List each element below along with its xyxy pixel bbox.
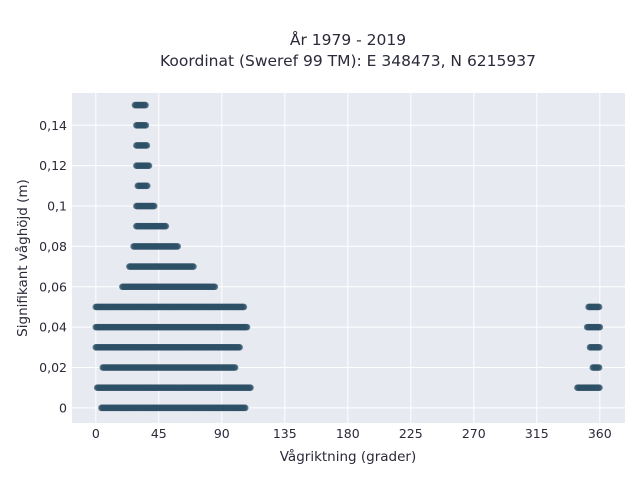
x-tick-label: 270 <box>462 426 486 441</box>
y-tick-label: 0,14 <box>39 118 67 133</box>
x-tick-label: 45 <box>151 426 167 441</box>
data-point <box>190 263 197 270</box>
data-point <box>240 303 248 311</box>
data-cluster <box>92 323 251 331</box>
data-cluster <box>93 384 254 391</box>
y-tick-label: 0,12 <box>39 158 67 173</box>
data-point <box>162 222 170 230</box>
data-point <box>143 182 151 190</box>
data-point <box>142 121 150 129</box>
data-cluster <box>131 101 149 109</box>
y-tick-label: 0,08 <box>39 239 67 254</box>
y-tick-label: 0,04 <box>39 320 67 335</box>
data-point <box>143 142 151 149</box>
data-points <box>92 101 604 412</box>
data-point <box>142 101 149 109</box>
data-cluster <box>130 243 181 250</box>
chart-subtitle: Koordinat (Sweref 99 TM): E 348473, N 62… <box>160 52 536 70</box>
data-cluster <box>133 222 170 230</box>
data-point <box>145 162 153 169</box>
data-point <box>596 323 604 331</box>
y-tick-label: 0 <box>59 400 67 415</box>
x-tick-label: 360 <box>588 426 612 441</box>
data-cluster <box>119 283 219 291</box>
data-cluster <box>134 182 151 190</box>
data-cluster <box>586 344 603 351</box>
x-axis-title: Vågriktning (grader) <box>280 448 417 465</box>
data-point <box>211 283 219 291</box>
data-point <box>241 404 249 412</box>
data-point <box>596 344 603 351</box>
y-axis-title: Signifikant våghöjd (m) <box>14 179 31 337</box>
data-cluster <box>92 344 243 351</box>
plot-area <box>72 93 625 423</box>
data-cluster <box>133 202 158 210</box>
data-cluster <box>133 162 153 169</box>
data-point <box>595 303 603 311</box>
data-point <box>595 364 603 371</box>
data-cluster <box>133 142 151 149</box>
data-cluster <box>98 404 249 412</box>
data-cluster <box>589 364 603 371</box>
data-cluster <box>126 263 197 270</box>
y-tick-label: 0,02 <box>39 360 67 375</box>
data-cluster <box>133 121 150 129</box>
data-cluster <box>585 303 603 311</box>
data-point <box>231 364 239 371</box>
chart-title: År 1979 - 2019 <box>290 30 406 49</box>
data-point <box>150 202 158 210</box>
data-cluster <box>574 384 603 391</box>
data-cluster <box>583 323 604 331</box>
x-tick-label: 90 <box>214 426 230 441</box>
data-cluster <box>92 303 248 311</box>
y-tick-label: 0,06 <box>39 279 67 294</box>
x-tick-labels: 0 45 90 135 180 225 270 315 360 <box>92 426 612 441</box>
x-tick-label: 135 <box>273 426 297 441</box>
data-point <box>596 384 603 391</box>
data-point <box>174 243 181 250</box>
data-point <box>247 384 254 391</box>
x-tick-label: 180 <box>336 426 360 441</box>
data-point <box>243 323 251 331</box>
x-tick-label: 225 <box>399 426 423 441</box>
y-tick-labels: 0 0,02 0,04 0,06 0,08 0,1 0,12 0,14 <box>39 118 67 416</box>
data-point <box>236 344 243 351</box>
y-tick-label: 0,1 <box>47 199 67 214</box>
data-cluster <box>99 364 239 371</box>
x-tick-label: 0 <box>92 426 100 441</box>
x-tick-label: 315 <box>525 426 549 441</box>
